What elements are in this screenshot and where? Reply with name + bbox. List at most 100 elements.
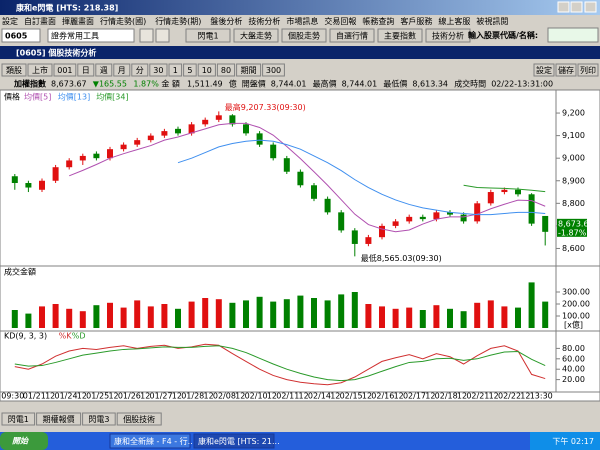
maximize-button[interactable] — [570, 1, 583, 13]
control-box[interactable] — [149, 63, 168, 77]
x-tick-label: 12 — [394, 392, 404, 401]
volume-bar — [351, 292, 358, 328]
stock-code[interactable]: 0605 — [5, 32, 28, 41]
action-button[interactable]: 儲存 — [558, 65, 574, 75]
action-button[interactable]: 設定 — [536, 65, 552, 75]
tools-select[interactable]: 證券常用工具 — [51, 31, 99, 41]
tab-box[interactable] — [82, 412, 116, 426]
control[interactable]: 類股 — [6, 65, 22, 75]
control[interactable]: 日 — [82, 66, 90, 75]
toolbar-button-box[interactable] — [425, 28, 471, 43]
tab-box[interactable] — [1, 412, 36, 426]
control-box[interactable] — [95, 63, 113, 77]
menu-item[interactable]: 市場訊息 — [286, 16, 318, 26]
menu-item[interactable]: 行情走勢(期) — [155, 16, 201, 26]
tab-box[interactable] — [36, 412, 82, 426]
control[interactable]: 5 — [187, 66, 192, 75]
candle-body — [161, 131, 168, 136]
control[interactable]: 10 — [202, 66, 212, 75]
info-text: 8,744.01 — [271, 80, 307, 89]
control-box[interactable] — [216, 63, 236, 77]
start-label[interactable]: 開始 — [12, 437, 29, 446]
control-box[interactable] — [236, 63, 262, 77]
control[interactable]: 001 — [57, 66, 72, 75]
minimize-button[interactable] — [557, 1, 570, 13]
x-tick-label: 01/28 — [181, 392, 204, 401]
action-button-box[interactable] — [533, 63, 555, 77]
tools-box[interactable] — [47, 28, 135, 43]
control[interactable]: 300 — [266, 66, 281, 75]
close-button[interactable] — [584, 1, 597, 13]
control-box[interactable] — [113, 63, 131, 77]
volume-bar — [52, 304, 59, 328]
menu-item[interactable]: 盤後分析 — [210, 16, 242, 26]
menu-item[interactable]: 技術分析 — [248, 16, 280, 26]
tab[interactable]: 閃電1 — [8, 415, 29, 424]
control-box[interactable] — [1, 63, 27, 77]
toolbar-button-box[interactable] — [233, 28, 279, 43]
candle-body — [433, 212, 440, 220]
y-tick-label: 9,000 — [562, 154, 585, 163]
control-box[interactable] — [168, 63, 183, 77]
toolbar-button[interactable]: 主要指數 — [384, 31, 416, 41]
control-box[interactable] — [262, 63, 285, 77]
action-button[interactable]: 列印 — [580, 65, 596, 75]
control[interactable]: 月 — [118, 66, 126, 75]
tab[interactable]: 個股技術 — [123, 414, 155, 424]
toolbar-button-box[interactable] — [329, 28, 375, 43]
menu-item[interactable]: 自訂畫面 — [24, 16, 56, 26]
control-box[interactable] — [77, 63, 95, 77]
candle-body — [311, 185, 317, 199]
task-item-box[interactable] — [109, 433, 191, 449]
toolbar-button[interactable]: 閃電1 — [197, 32, 218, 41]
menu-item[interactable]: 線上客服 — [438, 16, 470, 26]
menu-item[interactable]: 被視訊閱 — [476, 16, 508, 26]
tool-icon[interactable] — [139, 28, 154, 43]
control[interactable]: 30 — [153, 66, 163, 75]
menu-item[interactable]: 交易回報 — [324, 16, 356, 26]
task-item[interactable]: 康和全新練 - F4 - 行... — [114, 436, 195, 446]
control-box[interactable] — [27, 63, 53, 77]
info-text: 開盤價 — [242, 79, 266, 89]
toolbar-button[interactable]: 個股走勢 — [288, 31, 320, 41]
volume-bar — [25, 313, 32, 328]
control-box[interactable] — [183, 63, 197, 77]
control-box[interactable] — [197, 63, 216, 77]
menu-item[interactable]: 揮麗畫面 — [62, 16, 94, 26]
menu-item[interactable]: 客戶服務 — [400, 16, 432, 26]
start-button[interactable] — [0, 432, 48, 450]
task-item[interactable]: 康和e閃電 [HTS: 21... — [198, 436, 280, 446]
menu-item[interactable]: 帳務查詢 — [362, 16, 394, 26]
control-box[interactable] — [131, 63, 149, 77]
tab-box[interactable] — [116, 412, 162, 426]
control[interactable]: 80 — [221, 66, 231, 75]
menu-item[interactable]: 設定 — [2, 16, 18, 26]
control[interactable]: 期間 — [241, 66, 257, 75]
task-item-box[interactable] — [193, 433, 275, 449]
tab[interactable]: 期權報價 — [43, 414, 75, 424]
menu-item[interactable]: 行情走勢(國) — [100, 16, 146, 26]
toolbar-button-box[interactable] — [281, 28, 327, 43]
control[interactable]: 週 — [100, 66, 108, 75]
control-box[interactable] — [53, 63, 77, 77]
toolbar-button[interactable]: 技術分析 — [432, 31, 464, 41]
toolbar-button[interactable]: 大盤走勢 — [240, 31, 272, 41]
toolbar-button[interactable]: 自選行情 — [336, 31, 368, 41]
action-button-box[interactable] — [555, 63, 577, 77]
control[interactable]: 1 — [173, 66, 178, 75]
search-input[interactable] — [547, 27, 599, 43]
volume-bar — [501, 306, 508, 328]
toolbar-button-box[interactable] — [377, 28, 423, 43]
volume-bar — [433, 305, 440, 328]
volume-bar — [379, 306, 385, 328]
action-button-box[interactable] — [577, 63, 599, 77]
tab[interactable]: 閃電3 — [88, 415, 109, 424]
control[interactable]: 分 — [136, 66, 144, 75]
tool-icon[interactable] — [155, 28, 170, 43]
toolbar-button-box[interactable] — [185, 28, 231, 43]
candle-body — [365, 237, 372, 244]
y-tick-label: 8,800 — [562, 199, 585, 208]
y-tick-label: 9,200 — [562, 109, 585, 118]
control[interactable]: 上市 — [32, 65, 48, 75]
code-box[interactable] — [1, 28, 41, 43]
